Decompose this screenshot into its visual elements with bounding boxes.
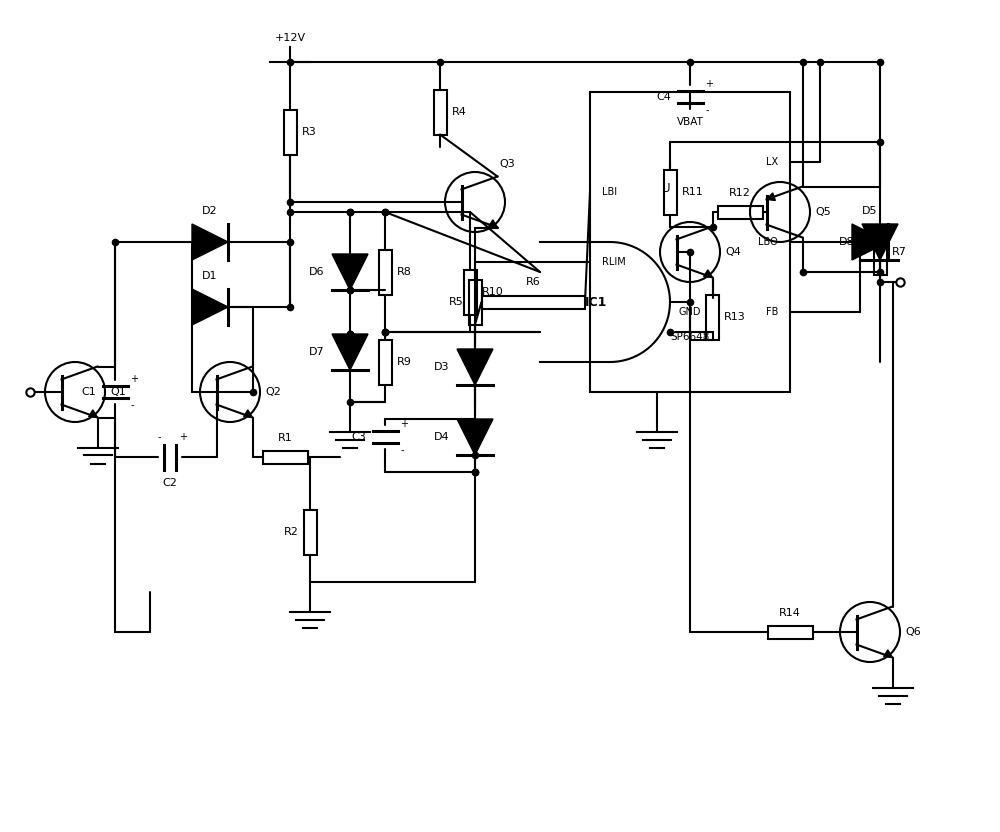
Bar [284,110,297,155]
Text: Q5: Q5 [815,207,831,217]
Text: +: + [131,374,139,384]
Bar [379,250,392,295]
Text: R1: R1 [278,433,292,443]
Text: R4: R4 [452,107,466,117]
Text: D1: D1 [202,271,218,281]
Polygon shape [767,193,775,201]
Text: Q1: Q1 [110,387,126,397]
Text: D4: D4 [433,432,449,442]
Bar [434,90,446,135]
Text: +: + [706,79,714,89]
Bar [469,280,482,324]
Text: R3: R3 [302,127,316,137]
Text: R5: R5 [449,297,464,307]
Text: -: - [158,433,161,443]
Text: FB: FB [766,307,778,317]
Text: GND: GND [679,307,701,317]
Polygon shape [244,410,253,418]
Text: D6: D6 [309,267,324,277]
Text: LBI: LBI [602,187,617,197]
Text: Q2: Q2 [265,387,281,397]
Bar [664,170,676,215]
Text: R2: R2 [284,527,299,537]
Bar [706,295,719,340]
Text: R6: R6 [526,277,541,287]
Polygon shape [332,334,368,370]
Polygon shape [457,419,493,455]
Polygon shape [332,254,368,290]
Polygon shape [192,224,228,260]
Text: VBAT: VBAT [677,117,703,127]
Text: D2: D2 [202,206,218,216]
Text: R10: R10 [482,287,503,297]
Text: RLIM: RLIM [602,257,626,267]
Text: Q4: Q4 [725,247,741,257]
Bar [304,509,317,554]
Text: Q6: Q6 [905,627,921,637]
Bar [874,230,887,275]
Text: -: - [401,445,404,455]
Polygon shape [704,270,712,278]
Text: R7: R7 [892,247,906,257]
Bar [263,450,308,463]
Polygon shape [852,224,888,260]
Text: D8: D8 [838,237,854,247]
Text: +: + [179,433,187,443]
Bar [482,295,585,309]
Polygon shape [457,349,493,385]
Text: LX: LX [766,157,778,167]
Text: SP6648: SP6648 [670,332,710,342]
Text: D5: D5 [862,206,878,216]
Text: -: - [706,105,709,115]
Bar [718,206,763,219]
Text: R14: R14 [779,607,801,617]
Text: R13: R13 [724,313,746,323]
Polygon shape [884,650,893,657]
Text: IC1: IC1 [585,295,607,309]
Polygon shape [192,289,228,325]
Bar [464,270,477,314]
Text: C4: C4 [657,92,672,102]
Text: C1: C1 [82,387,97,397]
Text: U: U [662,182,670,195]
Text: R11: R11 [682,187,703,197]
Polygon shape [89,410,98,418]
Text: R8: R8 [397,267,411,277]
Polygon shape [489,220,498,227]
Text: R9: R9 [397,357,411,367]
Bar [768,626,812,638]
Text: C2: C2 [163,478,177,488]
Text: Q3: Q3 [499,159,515,169]
Text: D3: D3 [434,362,449,372]
Polygon shape [862,224,898,260]
Text: +: + [401,419,409,429]
Text: +12V: +12V [274,33,306,43]
Text: -: - [131,400,134,410]
Text: C3: C3 [352,432,367,442]
Bar [379,339,392,384]
Text: LBO: LBO [758,237,778,247]
Text: R12: R12 [729,187,751,197]
Bar [590,92,790,392]
Text: D7: D7 [308,347,324,357]
